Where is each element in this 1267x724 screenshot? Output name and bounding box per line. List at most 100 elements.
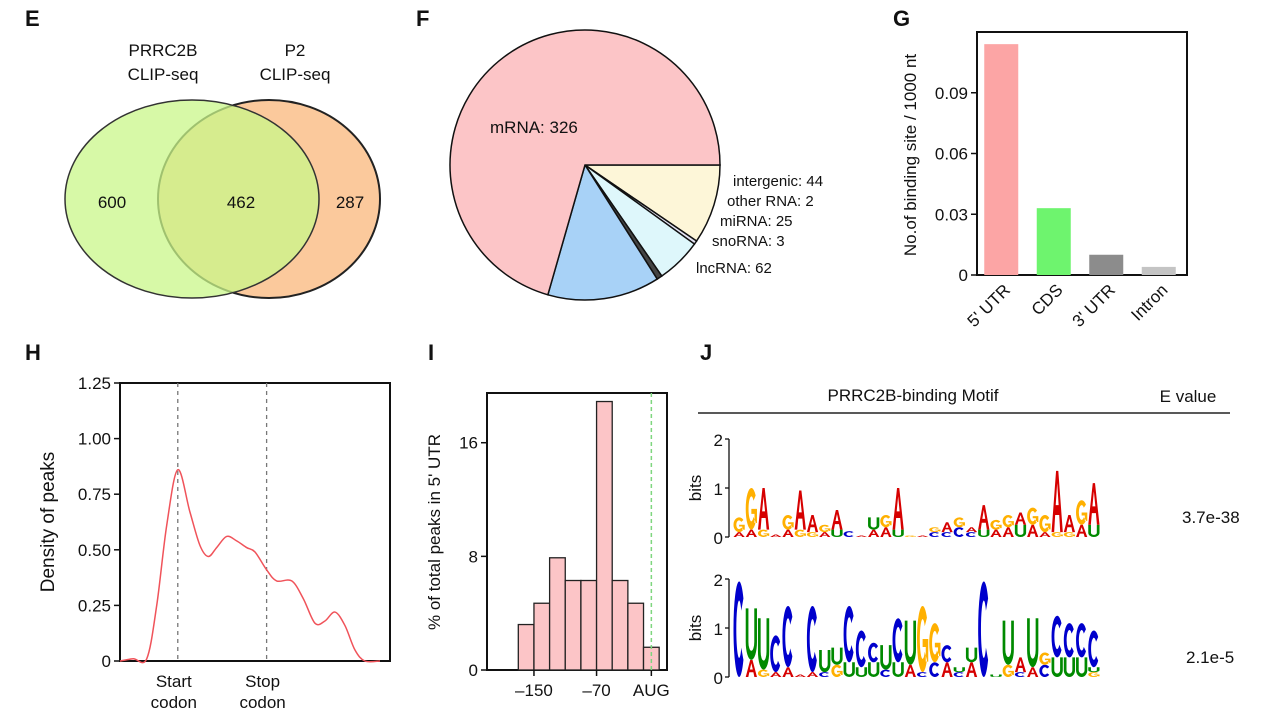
venn-count-left: 600 (98, 193, 126, 212)
j-logo-letter-c (733, 581, 744, 677)
j-logo-letter-g (782, 514, 794, 530)
j-logo-letter-g (1088, 672, 1100, 677)
g-ytick-label: 0.09 (935, 84, 968, 103)
pie-chart (449, 29, 721, 301)
j-logo-letter-g (831, 664, 843, 677)
j-logo-letter-a (978, 505, 990, 530)
j-logo-letter-c (1063, 623, 1074, 658)
h-plot-frame (119, 382, 391, 662)
i-ytick-label: 0 (469, 661, 478, 680)
h-marker-label: Start (156, 672, 192, 691)
pie-slice-intergenic (582, 164, 721, 243)
j-logo-letter-g (953, 517, 965, 528)
j-logo-letter-u (1088, 667, 1100, 673)
j-logo-letter-a (745, 529, 757, 537)
h-density-curve (119, 468, 381, 664)
j-logo-letter-a (1088, 483, 1100, 525)
j-logo-letter-c (892, 618, 903, 663)
i-ytick-label: 8 (469, 547, 478, 566)
venn-set-prrc2b (64, 99, 320, 299)
j-logo-ytick-label: 1 (714, 480, 723, 499)
j-logo-letter-u (1063, 657, 1076, 677)
j-logo-letter-c (953, 672, 964, 677)
j-logo-letter-g (1027, 507, 1039, 525)
panel-label-j: J (700, 340, 712, 365)
j-logo-letter-c (929, 532, 940, 537)
j-evalue-1: 3.7e-38 (1182, 508, 1240, 527)
j-logo-letter-u (868, 662, 880, 677)
j-logo-letter-a (733, 532, 745, 537)
g-bar (1141, 266, 1176, 275)
j-logo-letter-u (953, 667, 965, 673)
j-logo-letter-a (1002, 527, 1014, 537)
j-logo-letter-c (843, 605, 854, 663)
j-logo-letter-c (941, 645, 952, 663)
pie-label-mirna: miRNA: 25 (720, 213, 793, 230)
j-logo-letter-u (843, 662, 855, 677)
g-bar (1089, 254, 1124, 275)
j-logo-letter-u (990, 674, 1002, 677)
g-xtick-label: CDS (1028, 280, 1067, 319)
j-logo-ytick-label: 2 (714, 431, 723, 450)
j-logo-letter-a (1063, 514, 1076, 533)
j-logo-letter-u (892, 662, 904, 677)
j-logo-letter-g (990, 519, 1002, 530)
j-logo-letter-u (831, 529, 843, 537)
j-logo-letter-a (990, 529, 1002, 537)
j-logo-letter-a (941, 522, 953, 533)
h-marker-label: codon (151, 693, 197, 712)
j-header-motif: PRRC2B-binding Motif (827, 386, 998, 405)
j-logo-letter-c (1088, 630, 1099, 668)
pie-labels: mRNA: 326 intergenic: 44 other RNA: 2 mi… (490, 118, 823, 277)
g-xtick-label: Intron (1127, 280, 1171, 324)
j-logo-letter-c (782, 605, 793, 668)
j-logo-letter-a (855, 535, 868, 537)
i-histogram-bar (564, 579, 582, 671)
j-logo-letter-g (757, 529, 770, 538)
j-logo-letter-a (1051, 470, 1063, 533)
g-ytick-label: 0.03 (935, 205, 968, 224)
j-logo-letter-a (904, 664, 917, 677)
j-logo-letter-u (892, 529, 904, 537)
j-logo-ytick-label: 2 (714, 571, 723, 590)
j-logo-letter-g (794, 529, 806, 538)
j-logo-ytick-label: 0 (714, 529, 723, 548)
h-ylabel: Density of peaks (38, 452, 59, 592)
g-bar (984, 44, 1019, 276)
h-ytick-label: 0.50 (78, 541, 111, 560)
i-xtick-label: –70 (582, 681, 610, 700)
j-logo-letter-a (757, 488, 770, 530)
j-logo-letter-g (1063, 532, 1076, 537)
j-logo-letter-g (929, 623, 941, 663)
i-ylabel: % of total peaks in 5' UTR (425, 434, 444, 630)
j-logo-letter-c (941, 532, 952, 537)
j-logo-letter-u (904, 620, 917, 665)
j-logo-letter-c (819, 672, 830, 677)
panel-label-f: F (416, 6, 429, 31)
h-ytick-label: 0.25 (78, 596, 111, 615)
j-logo-letter-g (1039, 652, 1051, 665)
j-logo-letter-a (1027, 524, 1039, 537)
j-logo-letter-g (757, 669, 770, 677)
pie-label-snorna: snoRNA: 3 (712, 233, 785, 250)
j-logo-letter-u (1027, 618, 1039, 668)
venn-label-right-2: CLIP-seq (260, 65, 331, 84)
j-logo-letter-c (929, 662, 940, 678)
venn-label-left-1: PRRC2B (129, 41, 198, 60)
j-logo-letter-u (1076, 657, 1088, 678)
j-logo-letter-a (1014, 512, 1027, 525)
j-header-evalue: E value (1160, 387, 1217, 406)
j-logo-letter-a (770, 534, 782, 537)
venn-diagram: PRRC2B CLIP-seq P2 CLIP-seq 600 462 287 (64, 41, 381, 299)
j-logo-letter-a (794, 490, 806, 530)
j-logo-letter-a (1076, 524, 1088, 537)
histogram-5utr-peaks: 0 8 16 –150 –70 AUG (459, 392, 670, 700)
panel-label-i: I (428, 340, 434, 365)
i-histogram-bar (580, 579, 598, 671)
j-logo-letter-a (892, 488, 904, 530)
h-ytick-label: 1.00 (78, 430, 111, 449)
j-logo-letter-a (806, 514, 819, 533)
j-logo-letter-a (794, 674, 806, 677)
pie-slice-lncrna (546, 163, 659, 301)
